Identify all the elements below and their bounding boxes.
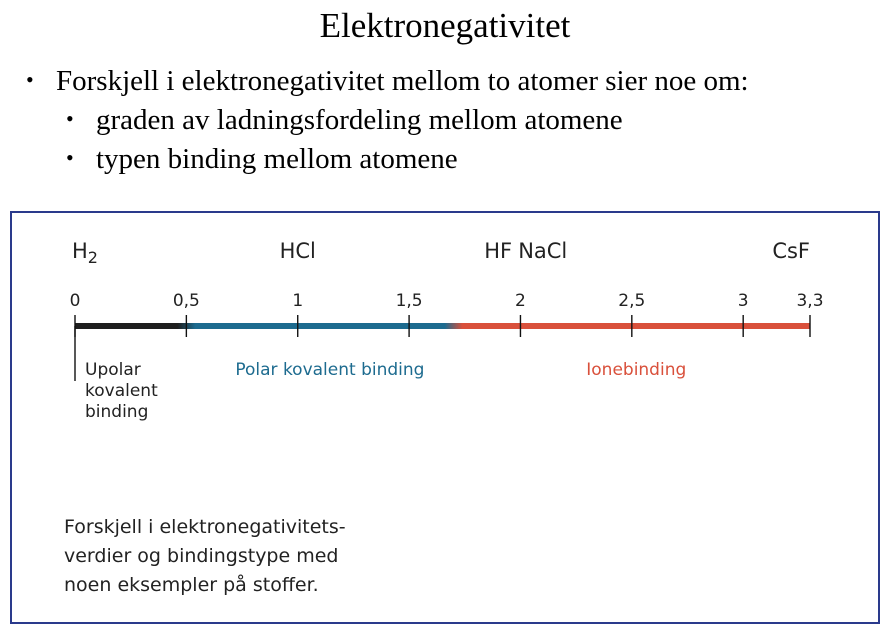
tick-label: 3 (738, 291, 749, 311)
bullet-text: Forskjell i elektronegativitet mellom to… (56, 65, 749, 97)
region-label: Upolar kovalent binding (85, 360, 158, 422)
substance-label: NaCl (518, 239, 567, 263)
electronegativity-scale: 0 0,5 1 1,5 2 2,5 3 3,3 H2 HCl HF NaCl CsF Upolar kova… (70, 239, 824, 422)
region-label-line: Ionebinding (586, 360, 686, 380)
substance-label: H2 (72, 239, 98, 267)
bullet-dot-icon: • (66, 145, 74, 170)
region-label-line: binding (85, 402, 148, 422)
sub-bullet-item: • graden av ladningsfordeling mellom ato… (22, 101, 749, 140)
tick-label: 1 (292, 291, 303, 311)
bullet-dot-icon: • (26, 67, 34, 92)
region-label-line: Polar kovalent binding (235, 360, 424, 380)
scale-bar (75, 323, 810, 329)
tick-label: 0 (70, 291, 81, 311)
bullet-dot-icon: • (66, 106, 74, 131)
figure-frame: 0 0,5 1 1,5 2 2,5 3 3,3 H2 HCl HF NaCl CsF Upolar kova… (10, 211, 880, 624)
slide-title: Elektronegativitet (319, 6, 571, 45)
region-label-line: kovalent (85, 381, 158, 401)
tick-label: 3,3 (796, 291, 823, 311)
sub-bullet-text: typen binding mellom atomene (96, 143, 458, 175)
substance-label: HF (484, 239, 512, 263)
tick-label: 2 (515, 291, 526, 311)
substance-label: HCl (280, 239, 316, 263)
tick-label: 1,5 (396, 291, 423, 311)
region-label: Polar kovalent binding (235, 360, 424, 380)
region-label: Ionebinding (586, 360, 686, 380)
sub-bullet-text: graden av ladningsfordeling mellom atome… (96, 104, 623, 136)
tick-label: 0,5 (173, 291, 200, 311)
bullet-list: • Forskjell i elektronegativitet mellom … (22, 62, 749, 179)
substance-label: CsF (772, 239, 810, 263)
substance-subscript: 2 (88, 248, 98, 267)
figure-caption: Forskjell i elektronegativitets- verdier… (64, 516, 346, 596)
bullet-item: • Forskjell i elektronegativitet mellom … (22, 62, 749, 101)
region-label-line: Upolar (85, 360, 141, 380)
sub-bullet-item: • typen binding mellom atomene (22, 140, 749, 179)
tick-label: 2,5 (618, 291, 645, 311)
